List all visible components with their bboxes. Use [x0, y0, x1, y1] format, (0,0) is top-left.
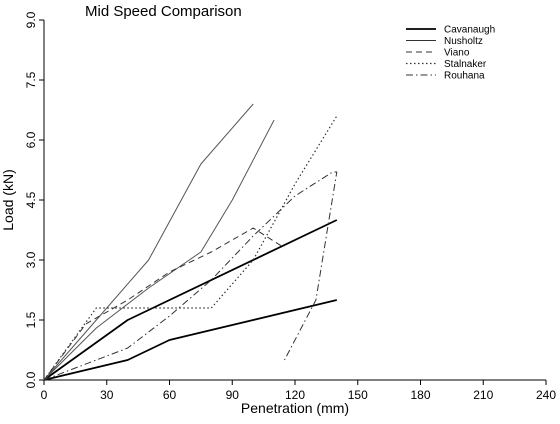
tick-group: 0 30 60 90 120 150 180 210 240 0.0 1.5 3.0 4.5 6.0 7.5… — [24, 11, 556, 402]
x-tick-label: 150 — [348, 388, 368, 402]
x-tick-label: 210 — [473, 388, 493, 402]
y-tick-label: 7.5 — [24, 71, 38, 88]
legend-label-rouhana: Rouhana — [444, 71, 485, 82]
x-tick-label: 240 — [536, 388, 556, 402]
series-line-cavanaugh-2 — [43, 299, 338, 381]
series-group — [43, 103, 338, 381]
x-tick-label: 90 — [226, 388, 240, 402]
legend-label-viano: Viano — [444, 48, 470, 59]
y-tick-label: 3.0 — [24, 251, 38, 268]
y-tick-label: 9.0 — [24, 11, 38, 28]
x-tick-label: 120 — [285, 388, 305, 402]
y-tick-label: 6.0 — [24, 131, 38, 148]
x-tick-label: 180 — [410, 388, 430, 402]
y-tick-label: 1.5 — [24, 311, 38, 328]
legend-label-nusholtz: Nusholtz — [444, 36, 483, 47]
series-line-cavanaugh-1 — [43, 219, 338, 381]
y-tick-label: 0.0 — [24, 371, 38, 388]
y-axis-label: Load (kN) — [0, 169, 16, 230]
legend-label-stalnaker: Stalnaker — [444, 59, 487, 70]
chart-title: Mid Speed Comparison — [85, 3, 242, 20]
y-tick-label: 4.5 — [24, 191, 38, 208]
legend-label-cavanaugh: Cavanaugh — [444, 25, 495, 36]
x-axis-label: Penetration (mm) — [241, 400, 349, 416]
x-tick-label: 0 — [41, 388, 48, 402]
x-tick-label: 30 — [100, 388, 114, 402]
x-tick-label: 60 — [163, 388, 177, 402]
series-line-nusholtz-3 — [43, 103, 254, 381]
series-line-stalnaker-6 — [43, 115, 338, 381]
series-line-viano-5 — [43, 227, 285, 381]
